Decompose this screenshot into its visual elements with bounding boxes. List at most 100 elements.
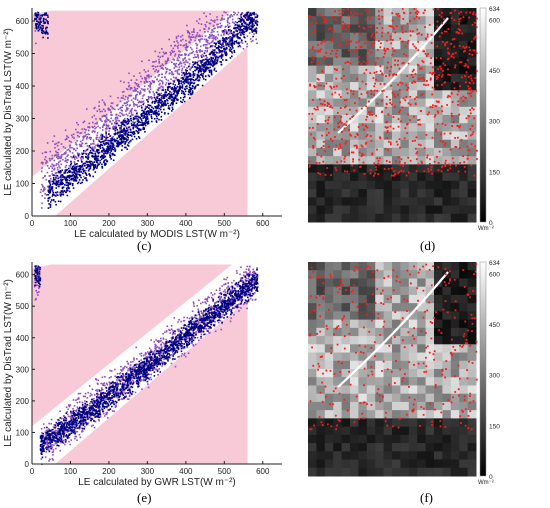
overlay-speck [451,53,454,56]
map-cell [383,16,393,25]
scatter-point-s0 [119,100,122,103]
overlay-speck [368,100,370,103]
scatter-point-s0 [148,59,150,62]
scatter-point-s0 [102,409,104,412]
scatter-point-s0 [62,158,64,161]
scatter-point-s0 [126,98,129,100]
scatter-point-s0 [70,439,72,441]
scatter-point-s1 [174,89,177,92]
scatter-point-s0 [125,88,128,90]
scatter-point-s1 [157,114,160,116]
scatter-point-s1 [187,79,189,81]
overlay-speck [469,11,471,14]
map-cell [392,49,401,58]
overlay-speck [440,170,443,173]
overlay-speck [418,17,421,20]
scatter-point-s0 [246,294,248,297]
overlay-speck [365,105,368,108]
scatter-point-s1 [179,97,182,99]
scatter-point-s1 [107,142,110,144]
overlay-speck [320,84,323,87]
overlay-speck [378,136,381,139]
scatter-point-s1 [60,191,62,194]
scatter-point-s0 [143,80,146,83]
scatter-point-s1 [238,42,240,45]
scatter-point-s1 [90,163,92,165]
scatter-point-s0 [167,79,170,82]
scatter-point-s1 [206,66,208,68]
scatter-point-s0 [38,291,40,293]
scatter-point-s0 [64,166,67,169]
overlay-speck [469,87,472,90]
overlay-speck [376,48,379,51]
overlay-speck [429,106,432,108]
scatter-point-s1 [141,109,143,112]
scatter-point-s0 [98,136,101,139]
map-cell [400,24,410,34]
scatter-point-s0 [178,56,181,59]
scatter-point-s0 [50,157,53,160]
scatter-point-s1 [115,126,117,129]
overlay-speck [347,8,349,11]
scatter-point-s0 [236,284,239,287]
overlay-speck [318,98,321,101]
overlay-speck [358,40,360,43]
scatter-point-s1 [109,135,111,138]
scatter-point-s1 [149,104,152,107]
scatter-point-s0 [60,156,63,158]
scatter-point-s0 [188,54,190,56]
scatter-point-s1 [37,20,39,23]
scatter-point-s0 [170,78,172,80]
map-cell [350,147,359,157]
scatter-point-s0 [246,35,249,37]
scatter-point-s1 [219,61,222,63]
scatter-point-s0 [146,364,148,366]
overlay-speck [393,27,395,30]
overlay-speck [449,95,451,98]
overlay-speck [410,73,413,76]
scatter-point-s1 [59,183,62,186]
overlay-speck [308,165,311,168]
scatter-point-s1 [220,54,223,56]
scatter-point-s1 [223,48,225,51]
map-cell [324,123,334,132]
scatter-point-s0 [80,145,83,148]
scatter-point-s0 [106,416,109,419]
overlay-speck [394,96,396,98]
scatter-point-s1 [230,44,232,47]
scatter-point-s0 [84,400,86,402]
map-cell [434,180,443,190]
map-cell [425,213,435,223]
scatter-point-s1 [60,178,62,181]
scatter-point-s1 [200,74,203,76]
scatter-point-s0 [158,83,160,86]
scatter-point-s0 [198,39,200,41]
scatter-point-s1 [122,138,125,140]
scatter-point-s0 [247,277,250,280]
scatter-point-s1 [225,51,228,54]
scatter-point-s0 [253,20,256,22]
scatter-point-s1 [158,113,160,115]
scatter-point-s1 [165,95,167,98]
scatter-point-s1 [137,132,139,135]
scatter-point-s0 [158,60,160,63]
scatter-point-s0 [175,62,178,65]
scatter-point-s0 [204,46,207,49]
scatter-point-s0 [130,373,132,376]
map-cell [383,65,393,75]
scatter-point-s0 [142,95,144,97]
overlay-speck [392,127,395,130]
scatter-point-s0 [98,105,100,107]
scatter-point-s1 [249,13,251,16]
scatter-point-s0 [178,63,181,65]
overlay-speck [462,100,465,103]
scatter-point-s0 [183,44,186,46]
scatter-point-s1 [100,158,103,161]
map-cell [434,49,443,58]
x-tick-label: 100 [64,219,78,228]
scatter-point-s0 [182,58,184,60]
overlay-speck [433,88,436,91]
scatter-point-s1 [107,139,109,142]
overlay-speck [409,119,411,122]
scatter-point-s0 [179,61,182,63]
